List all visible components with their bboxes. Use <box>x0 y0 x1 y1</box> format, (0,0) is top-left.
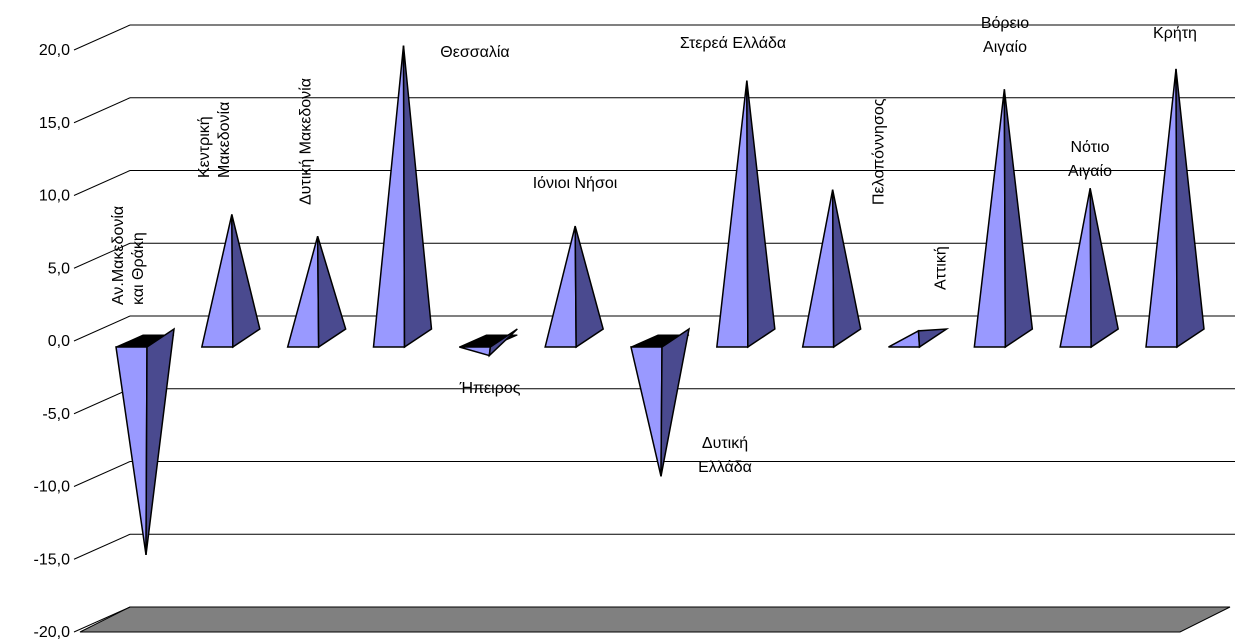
gridline-diagonal <box>73 97 131 124</box>
pyramid-side-face <box>746 80 776 349</box>
category-label: Δυτική Ελλάδα <box>698 435 752 476</box>
pyramid-bar <box>1059 188 1120 349</box>
pyramid-front-face <box>459 346 492 357</box>
pyramid-bar <box>544 225 605 349</box>
pyramid-series <box>115 45 1205 555</box>
gridline-diagonal <box>73 461 131 487</box>
y-tick-label: 5,0 <box>48 260 70 277</box>
pyramid-side-face <box>917 328 950 349</box>
gridline-diagonal <box>73 242 131 269</box>
chart-floor <box>79 606 1231 633</box>
pyramid-side-face <box>316 236 347 349</box>
pyramid-side-face <box>831 189 862 349</box>
y-tick-label: 0,0 <box>48 333 70 350</box>
pyramid-front-face <box>1145 68 1178 348</box>
pyramid-bar <box>1145 68 1205 349</box>
y-axis-ticks: 20,0 15,0 10,0 5,0 0,0 -5,0 -10,0 -15,0 -20,0 <box>34 42 71 639</box>
y-tick-label: 15,0 <box>39 115 70 132</box>
pyramid-bar <box>286 236 347 349</box>
pyramid-bar <box>801 189 862 349</box>
gridline-diagonal <box>73 606 131 633</box>
y-tick-label: -15,0 <box>34 551 71 568</box>
pyramid-bar <box>888 328 950 349</box>
category-label: Κεντρική Μακεδονία <box>196 102 233 178</box>
pyramid-front-face <box>286 236 320 348</box>
category-label: Αττική <box>933 246 950 290</box>
pyramid-bar <box>459 328 518 358</box>
pyramid-bar <box>630 327 691 477</box>
category-label: Αν.Μακεδονία και Θράκη <box>110 206 147 305</box>
pyramid-bar <box>973 89 1034 349</box>
y-tick-label: -10,0 <box>34 479 71 496</box>
pyramid-front-face <box>1059 188 1092 348</box>
y-tick-label: -5,0 <box>42 406 70 423</box>
pyramid-front-face <box>888 329 921 348</box>
category-label: Πελοπόννησος <box>871 98 888 205</box>
floor-plane <box>79 606 1231 633</box>
pyramid-bar <box>372 45 433 349</box>
pyramid-side-face <box>488 328 518 358</box>
category-label: Νότιο Αιγαίο <box>1068 139 1112 180</box>
category-label: Ήπειρος <box>459 380 521 397</box>
category-label: Δυτική Μακεδονία <box>298 78 315 205</box>
pyramid-side-face <box>1003 89 1034 349</box>
category-labels: Αν.Μακεδονία και Θράκη Κεντρική Μακεδονία Δυ… <box>110 15 1197 476</box>
pyramid-front-face <box>973 89 1007 348</box>
pyramid-side-face <box>145 327 175 555</box>
category-label: Στερεά Ελλάδα <box>680 35 786 52</box>
gridlines <box>73 24 1235 633</box>
gridline-diagonal <box>73 533 131 560</box>
category-label: Βόρειο Αιγαίο <box>981 15 1029 56</box>
pyramid-bar <box>715 80 776 349</box>
pyramid-bar <box>115 327 175 555</box>
gridline-diagonal <box>73 388 131 415</box>
gridline-diagonal <box>73 170 131 196</box>
pyramid-bar <box>200 214 261 349</box>
pyramid-side-face <box>1089 188 1120 349</box>
pyramid-front-face <box>715 80 749 348</box>
pyramid-side-face <box>1175 68 1205 349</box>
pyramid-side-face <box>402 45 433 349</box>
pyramid-side-face <box>231 214 261 349</box>
y-tick-label: -20,0 <box>34 624 71 639</box>
pyramid-front-face <box>630 346 663 477</box>
pyramid-front-face <box>544 225 577 348</box>
category-label: Θεσσαλία <box>440 44 509 61</box>
category-label: Ιόνιοι Νήσοι <box>533 175 618 192</box>
category-label: Κρήτη <box>1153 25 1197 42</box>
pyramid-front-face <box>115 346 148 555</box>
pyramid-side-face <box>574 225 605 349</box>
pyramid-side-face <box>660 327 691 477</box>
gridline-diagonal <box>73 315 131 342</box>
y-tick-label: 10,0 <box>39 188 70 205</box>
pyramid-front-face <box>372 45 406 348</box>
y-tick-label: 20,0 <box>39 42 70 59</box>
gridline-diagonal <box>73 24 131 51</box>
pyramid-front-face <box>801 189 835 348</box>
pyramid-front-face <box>200 214 234 348</box>
